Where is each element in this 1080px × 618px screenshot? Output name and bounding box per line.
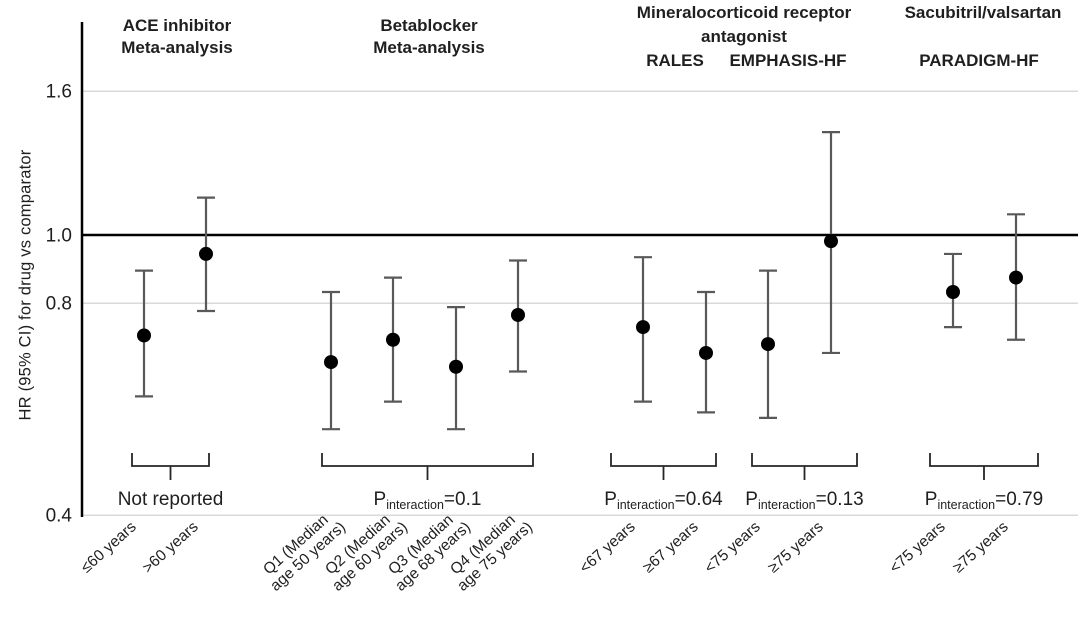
data-point [824, 234, 838, 249]
x-axis-label: ≥75 years [950, 518, 1012, 576]
data-point [636, 320, 650, 335]
group-bracket [929, 453, 1039, 480]
x-axis-label: <75 years [701, 518, 763, 577]
trial-label: RALES [646, 51, 704, 70]
y-tick-label: 1.6 [46, 82, 72, 103]
x-axis-label: Q4 (Medianage 75 years) [443, 506, 536, 595]
p-interaction-label: Pinteraction=0.64 [604, 489, 723, 512]
x-axis-label: >60 years [139, 518, 201, 577]
y-axis-title: HR (95% CI) for drug vs comparator [16, 149, 35, 421]
data-point [137, 328, 151, 343]
data-point [699, 345, 713, 360]
data-point [449, 359, 463, 374]
group-bracket [131, 453, 210, 480]
group-bracket [321, 453, 534, 480]
data-point [324, 355, 338, 370]
data-point [199, 246, 213, 261]
p-interaction-label: Pinteraction=0.13 [745, 489, 863, 512]
column-header: Betablocker [380, 16, 478, 35]
y-tick-label: 0.8 [46, 294, 72, 315]
group-bracket [610, 453, 717, 480]
x-axis-label: ≥75 years [765, 518, 827, 576]
p-interaction-label: Pinteraction=0.79 [925, 489, 1043, 512]
column-header: Mineralocorticoid receptor [637, 3, 852, 22]
column-header: antagonist [701, 27, 787, 46]
column-header: ACE inhibitor [123, 16, 232, 35]
trial-label: EMPHASIS-HF [729, 51, 846, 70]
data-point [761, 337, 775, 352]
y-tick-label: 1.0 [46, 226, 72, 247]
x-axis-label: ≤60 years [78, 518, 140, 576]
data-point [946, 284, 960, 299]
column-header: Meta-analysis [121, 38, 233, 57]
trial-label: PARADIGM-HF [919, 51, 1039, 70]
column-header: Sacubitril/valsartan [905, 3, 1062, 22]
x-axis-label: ≥67 years [640, 518, 702, 576]
annotation-label: Not reported [118, 489, 224, 510]
column-header: Meta-analysis [373, 38, 485, 57]
x-axis-label: <67 years [576, 518, 638, 577]
data-point [511, 307, 525, 322]
y-tick-label: 0.4 [46, 506, 73, 527]
data-point [386, 332, 400, 347]
x-axis-label: <75 years [886, 518, 948, 577]
data-point [1009, 270, 1023, 285]
p-interaction-label: Pinteraction=0.1 [374, 489, 482, 512]
group-bracket [751, 453, 858, 480]
